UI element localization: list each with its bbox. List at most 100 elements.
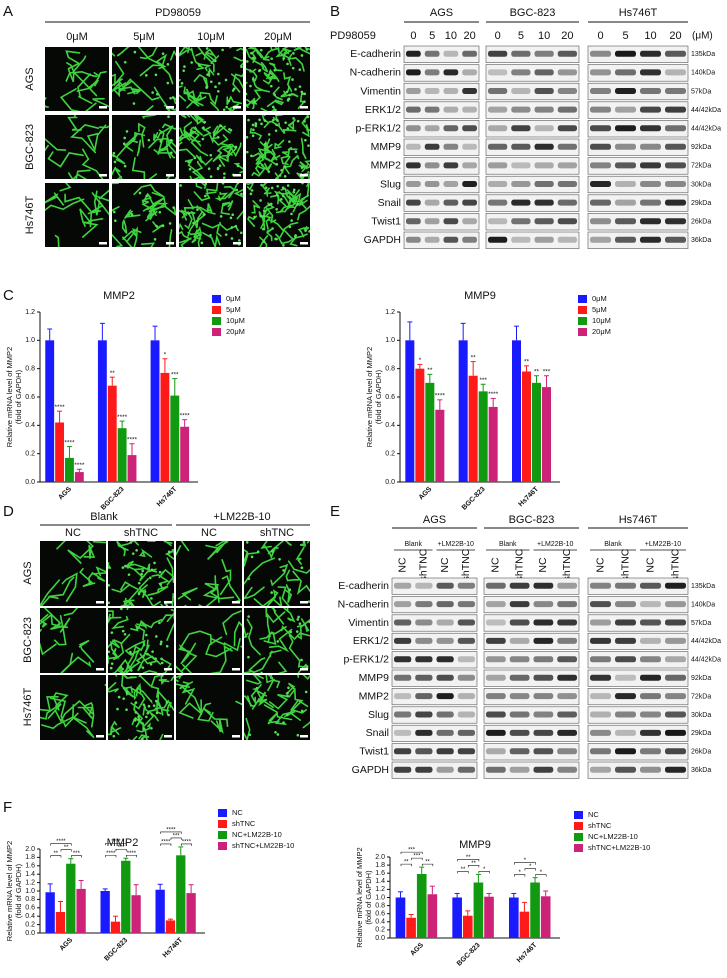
- legend-swatch: [212, 317, 221, 325]
- cell-dot: [179, 184, 182, 187]
- cell-network: [153, 149, 176, 159]
- cell-network: [181, 681, 196, 705]
- significance: ****: [127, 851, 137, 857]
- cell-dot: [234, 224, 238, 228]
- cell-network: [176, 541, 190, 556]
- bar: [55, 912, 66, 933]
- blot-band: [590, 656, 611, 663]
- cell-network: [221, 575, 242, 604]
- blot-frame: [485, 231, 580, 249]
- cell-dot: [122, 697, 125, 700]
- legend-swatch: [218, 842, 227, 850]
- blot-band: [590, 729, 611, 736]
- cell-network: [236, 210, 243, 220]
- cell-dot: [218, 82, 221, 85]
- cell-dot: [276, 119, 279, 122]
- blot-band: [665, 637, 686, 644]
- blot-band: [457, 748, 475, 755]
- cell-dot: [235, 188, 239, 192]
- cell-dot: [269, 202, 273, 206]
- legend-label: 20μM: [592, 327, 611, 336]
- cell-dot: [150, 568, 154, 572]
- significance: **: [466, 855, 471, 861]
- blot-frame: [391, 724, 478, 742]
- cell-network: [217, 145, 234, 156]
- blot-frame: [403, 194, 480, 212]
- cell-network: [154, 699, 174, 711]
- cell-network: [244, 717, 251, 740]
- blot-frame: [587, 64, 689, 82]
- blot-band: [511, 69, 531, 76]
- cell-network: [207, 541, 229, 560]
- cell-network: [193, 115, 199, 121]
- cell-dot: [298, 85, 302, 88]
- y-tick-label: 0.0: [25, 479, 35, 486]
- comparison-bracket: [160, 831, 182, 834]
- bar: [66, 863, 76, 933]
- significance: ****: [182, 839, 192, 845]
- cell-network: [40, 579, 60, 606]
- cell-network: [260, 107, 276, 111]
- cell-network: [180, 237, 192, 247]
- cell-network: [263, 202, 275, 211]
- cell-dot: [249, 84, 252, 88]
- blot-band: [486, 637, 506, 644]
- condition-label: Blank: [404, 541, 422, 548]
- cell-network: [202, 232, 221, 247]
- cell-network: [219, 559, 232, 596]
- cell-network: [179, 130, 197, 140]
- cell-dot: [300, 658, 303, 662]
- cell-dot: [303, 92, 306, 96]
- cell-network: [40, 613, 49, 628]
- cell-network: [118, 86, 136, 95]
- blot-band: [665, 199, 686, 206]
- comparison-bracket: [478, 871, 490, 874]
- significance: ****: [117, 414, 128, 421]
- blot-frame: [587, 82, 689, 101]
- blot-band: [590, 199, 611, 206]
- cell-network: [246, 48, 264, 68]
- chart-title: MMP9: [459, 839, 491, 851]
- cell-network: [211, 638, 241, 652]
- y-tick-label: 1.8: [25, 854, 35, 861]
- blot-band: [394, 693, 412, 700]
- cell-dot: [254, 122, 258, 125]
- micrograph: [176, 675, 242, 740]
- cell-network: [160, 609, 174, 623]
- significance: ****: [435, 393, 446, 400]
- lane-label: 20: [669, 30, 681, 42]
- cell-dot: [262, 240, 266, 244]
- blot-band: [557, 143, 577, 150]
- blot-band: [615, 748, 636, 755]
- size-label: 29kDa: [691, 200, 711, 207]
- cell-dot: [259, 48, 263, 52]
- blot-band: [424, 88, 440, 94]
- cell-dot: [121, 667, 124, 671]
- cell-dot: [161, 224, 165, 228]
- bar: [170, 395, 180, 482]
- blot-band: [557, 106, 577, 113]
- blot-band: [457, 637, 475, 644]
- cell-dot: [250, 555, 254, 559]
- bar: [405, 340, 415, 482]
- blot-band: [615, 199, 636, 206]
- group-label: BGC-823: [510, 7, 556, 19]
- y-tick-label: 0.8: [375, 902, 385, 909]
- cell-network: [156, 61, 174, 85]
- cell-dot: [278, 558, 281, 561]
- cell-dot: [141, 569, 144, 573]
- protein-label: ERK1/2: [365, 104, 401, 116]
- significance: ***: [73, 851, 81, 857]
- blot-band: [665, 656, 686, 663]
- cell-dot: [123, 60, 127, 64]
- cell-dot: [306, 115, 310, 119]
- cell-network: [197, 702, 214, 722]
- cell-network: [182, 129, 202, 147]
- cell-dot: [262, 209, 266, 212]
- size-label: 92kDa: [691, 144, 711, 151]
- cell-dot: [219, 215, 223, 218]
- chart-title: MMP9: [464, 290, 496, 302]
- cell-network: [272, 608, 289, 625]
- cell-network: [45, 192, 65, 206]
- micrograph: [179, 183, 243, 247]
